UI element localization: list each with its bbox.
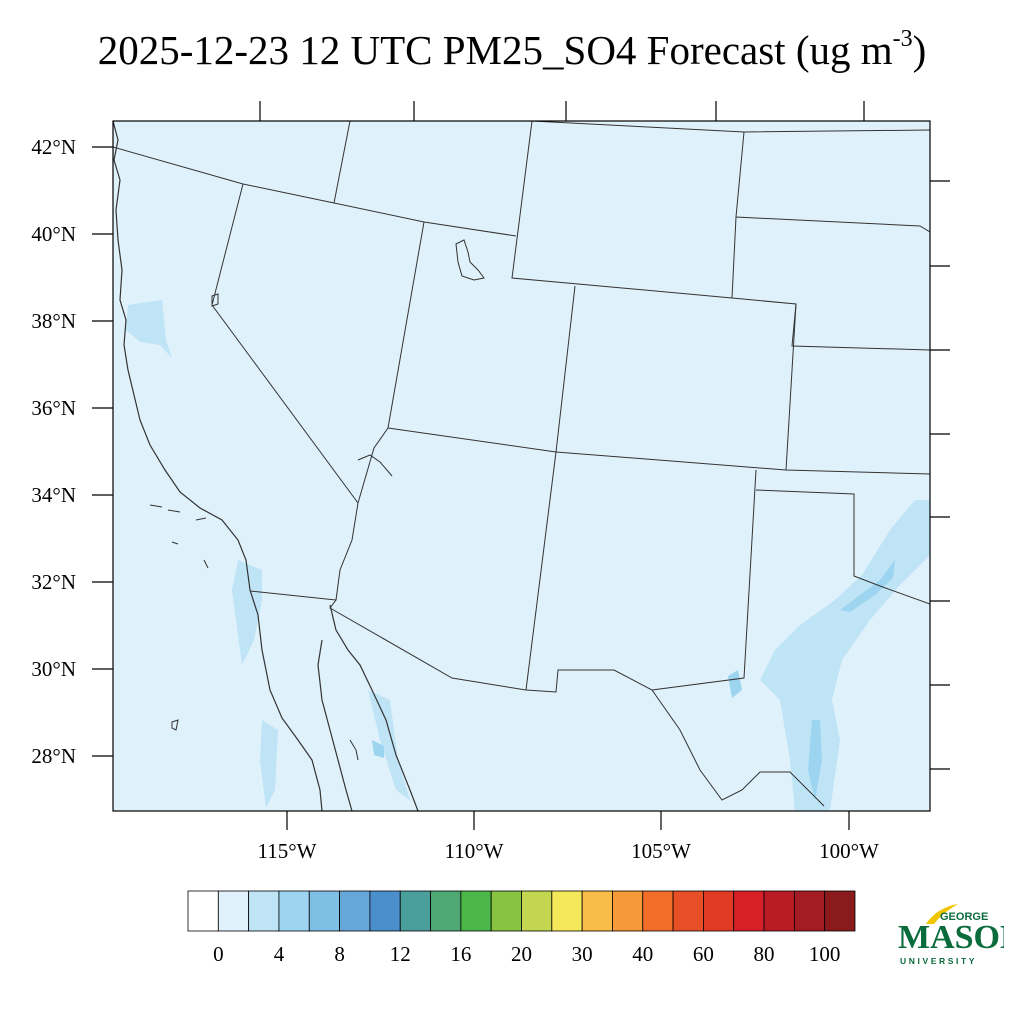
lake-tahoe [211,293,219,307]
colorbar-swatch [642,890,674,932]
border-ca-az [335,502,359,601]
colorbar-label: 30 [572,942,593,966]
colorbar-swatch [703,890,735,932]
colorbar: 0 4 8 12 16 20 30 40 60 80 100 [187,890,856,966]
lon-tick-label: 100°W [819,839,879,863]
border-nv-az [357,427,389,504]
lat-tick-label: 34°N [31,483,76,507]
colorbar-label: 0 [213,942,224,966]
title-close: ) [912,27,927,73]
border-tx-ok [755,489,930,605]
border-nv-ut [387,221,425,429]
lat-tick-label: 42°N [31,135,76,159]
colorbar-swatch [551,890,583,932]
baja-islands [171,719,359,761]
colorbar-label: 40 [632,942,653,966]
border-ut-az-nm-co [387,427,930,475]
lat-tick-label: 30°N [31,657,76,681]
border-ks-ok [785,303,797,471]
border-id-wy [333,121,351,204]
colorbar-swatch [793,890,826,932]
colorbar-label: 8 [334,942,345,966]
colorbar-swatch [824,890,856,932]
colorbar-swatch [308,890,340,932]
coastline-sonora [329,604,419,811]
colorbar-swatch [521,890,553,932]
colorbar-swatch [612,890,644,932]
colorbar-label: 12 [390,942,411,966]
title-superscript: -3 [892,26,913,52]
colorbar-swatch [763,890,795,932]
plume-sonora [372,740,384,758]
great-salt-lake [455,239,485,281]
lon-tick-label: 110°W [445,839,504,863]
colorbar-label: 80 [754,942,775,966]
map-title: 2025-12-23 12 UTC PM25_SO4 Forecast (ug … [0,26,1024,74]
plume-baja [260,720,278,808]
border-ut-co [511,121,930,351]
lake-mead [357,454,393,477]
plot-frame [112,120,931,812]
colorbar-swatch [430,890,462,932]
colorbar-swatch [581,890,613,932]
colorbar-swatch [369,890,401,932]
border-az-nm [525,451,557,691]
border-nm-tx [651,469,757,691]
concentration-plumes [126,300,930,811]
plume-socal [232,560,262,665]
colorbar-label: 4 [274,942,285,966]
coastline-pacific [113,121,323,811]
colorbar-swatch [187,890,219,932]
border-co-ks [731,216,737,299]
colorbar-label: 20 [511,942,532,966]
plume-texas [728,670,742,698]
colorbar-swatch [399,890,431,932]
logo-bottom-text: UNIVERSITY [900,956,977,966]
lon-tick-label: 105°W [631,839,691,863]
axis-ticks [92,101,950,830]
colorbar-swatch [339,890,371,932]
axis-tick-labels: 42°N 40°N 38°N 36°N 34°N 32°N 30°N 28°N 115°W 110… [31,135,879,863]
logo-main-text: MASON [898,919,1004,956]
colorbar-swatch [490,890,522,932]
george-mason-logo: GEORGE MASON UNIVERSITY [898,904,1004,966]
colorbar-swatch [672,890,704,932]
border-wy-sd-ne [735,131,930,233]
lat-tick-label: 38°N [31,309,76,333]
title-text: 2025-12-23 12 UTC PM25_SO4 Forecast (ug … [97,27,893,73]
colorbar-swatch [278,890,310,932]
border-co-nm-line [555,285,576,453]
colorbar-swatch [248,890,280,932]
colorbar-label: 100 [809,942,841,966]
logo-top-text: GEORGE [940,911,988,923]
plume-east-core [808,720,822,800]
coastline-baja-east [317,639,353,811]
plume-bay-area-halo [126,300,172,358]
lon-tick-label: 115°W [258,839,317,863]
lat-tick-label: 40°N [31,222,76,246]
colorbar-swatch [733,890,765,932]
border-us-mexico [249,590,825,807]
colorbar-swatch [217,890,250,932]
lat-tick-label: 36°N [31,396,76,420]
colorbar-label: 16 [450,942,471,966]
lat-tick-label: 28°N [31,744,76,768]
channel-islands [149,504,209,569]
plume-east-inner [840,560,895,612]
colorbar-swatch [460,890,492,932]
colorbar-label: 60 [693,942,714,966]
boundaries [113,121,930,811]
lat-tick-label: 32°N [31,570,76,594]
logo-leaf-icon [926,904,958,924]
plume-gulf [368,690,410,800]
